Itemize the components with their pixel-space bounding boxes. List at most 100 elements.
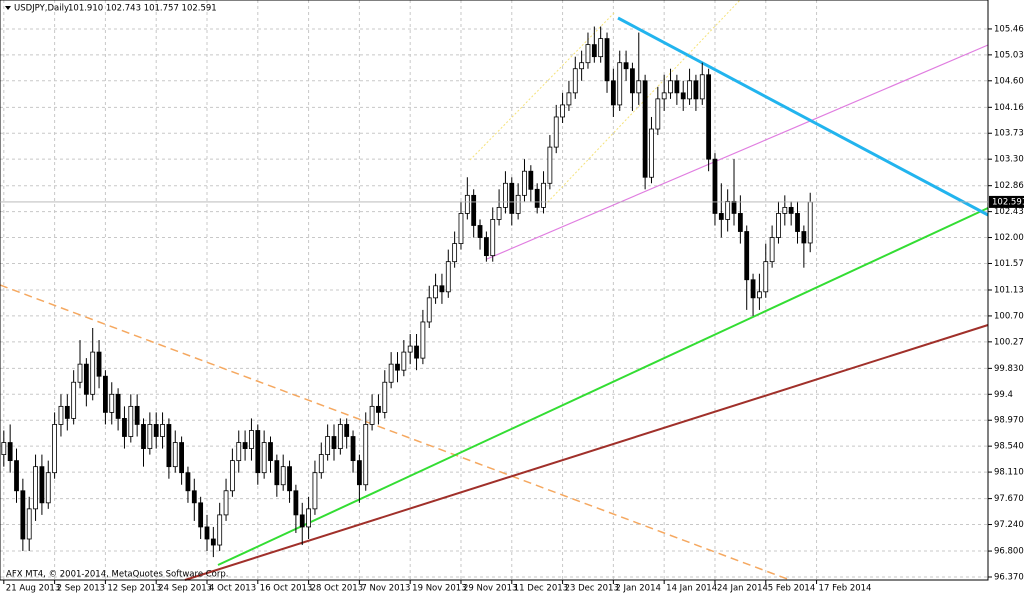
candle-body [598, 38, 604, 58]
y-tick-label: 104.160 [994, 103, 1024, 113]
y-tick-label: 101.130 [994, 286, 1024, 296]
y-tick-label: 100.270 [994, 337, 1024, 347]
candle-body [776, 213, 781, 238]
candle-body [64, 405, 70, 419]
candle-body [280, 466, 286, 486]
x-tick-label: 5 Feb 2014 [768, 584, 816, 594]
candle-body [610, 80, 616, 106]
pink-trend-line [486, 44, 989, 260]
y-tick-label: 103.300 [994, 155, 1024, 165]
x-tick-label: 21 Aug 2013 [6, 584, 60, 594]
x-tick-label: 23 Dec 2013 [565, 584, 619, 594]
candle-body [426, 297, 432, 323]
y-tick-label: 99.4 [994, 390, 1013, 400]
candle-body [166, 424, 172, 468]
candle-body [572, 68, 578, 94]
candle-body [801, 231, 807, 244]
x-tick-label: 17 Feb 2014 [819, 584, 872, 594]
candle-body [363, 424, 369, 486]
x-tick-label: 24 Sep 2013 [158, 584, 212, 594]
candle-body [147, 424, 153, 449]
candle-body [668, 80, 673, 94]
candle-body [680, 92, 686, 100]
candle-body [350, 436, 356, 462]
y-tick-label: 104.600 [994, 76, 1024, 86]
candle-body [160, 424, 165, 437]
candle-body [445, 261, 451, 293]
candle-body [7, 442, 13, 462]
candle-body [534, 188, 540, 208]
candle-body [337, 424, 343, 449]
y-tick-label: 105.460 [994, 24, 1024, 34]
candle-body [464, 194, 470, 214]
candle-body [306, 508, 311, 528]
candle-body [471, 194, 477, 226]
candle-body [807, 201, 813, 244]
candle-body [96, 351, 102, 377]
candle-body [541, 182, 546, 208]
candle-body [122, 418, 127, 437]
candle-body [172, 442, 178, 468]
candle-body [737, 213, 743, 232]
candle-body [185, 472, 191, 492]
candle-body [261, 442, 267, 474]
candle-body [274, 460, 280, 486]
candle-body [395, 363, 400, 371]
candle-body [249, 430, 254, 449]
candle-body [71, 381, 77, 419]
candle-body [725, 200, 731, 220]
candle-body [312, 472, 318, 510]
brown-trend-line [184, 324, 989, 581]
candle-body [477, 225, 483, 238]
candle-body [325, 436, 331, 455]
y-tick-label: 97.670 [994, 494, 1024, 504]
candle-body [699, 74, 705, 100]
last-price-box [989, 195, 1024, 208]
candle-body [20, 490, 26, 540]
candle-body [52, 424, 58, 474]
candle-body [496, 207, 502, 220]
channel-line [469, 11, 616, 161]
candle-body [407, 345, 413, 353]
candles [1, 26, 813, 558]
candle-body [198, 502, 204, 528]
candle-body [528, 170, 534, 190]
x-tick-label: 11 Dec 2013 [514, 584, 568, 594]
y-tick-label: 99.830 [994, 364, 1024, 374]
candle-body [141, 424, 146, 449]
copyright: AFX MT4, © 2001-2014, MetaQuotes Softwar… [6, 570, 228, 580]
candle-body [401, 351, 407, 371]
y-tick-label: 97.240 [994, 520, 1024, 530]
candle-body [744, 231, 750, 281]
candle-body [318, 454, 324, 474]
y-tick-label: 101.570 [994, 259, 1024, 269]
blue-trend-line [617, 16, 989, 217]
candle-body [204, 526, 210, 540]
candle-body [636, 80, 642, 94]
candle-body [712, 158, 718, 214]
candle-body [376, 405, 381, 413]
candle-body [33, 466, 38, 510]
candle-body [255, 430, 261, 474]
candle-body [718, 213, 724, 220]
candle-body [566, 92, 572, 106]
candle-body [414, 345, 419, 359]
candle-body [236, 442, 242, 462]
candle-body [560, 104, 565, 118]
candle-body [483, 237, 489, 257]
candle-body [661, 92, 667, 100]
candle-body [490, 219, 496, 257]
candle-body [579, 62, 585, 70]
x-tick-label: 14 Jan 2014 [666, 584, 717, 594]
candle-body [757, 291, 762, 299]
candle-body [782, 207, 788, 214]
candle-body [299, 514, 305, 528]
x-tick-label: 29 Nov 2013 [463, 584, 517, 594]
candle-body [630, 68, 635, 94]
x-tick-label: 24 Jan 2014 [717, 584, 768, 594]
candle-body [242, 442, 248, 449]
candle-body [217, 514, 223, 546]
x-tick-label: 19 Nov 2013 [412, 584, 466, 594]
candle-body [58, 405, 64, 425]
